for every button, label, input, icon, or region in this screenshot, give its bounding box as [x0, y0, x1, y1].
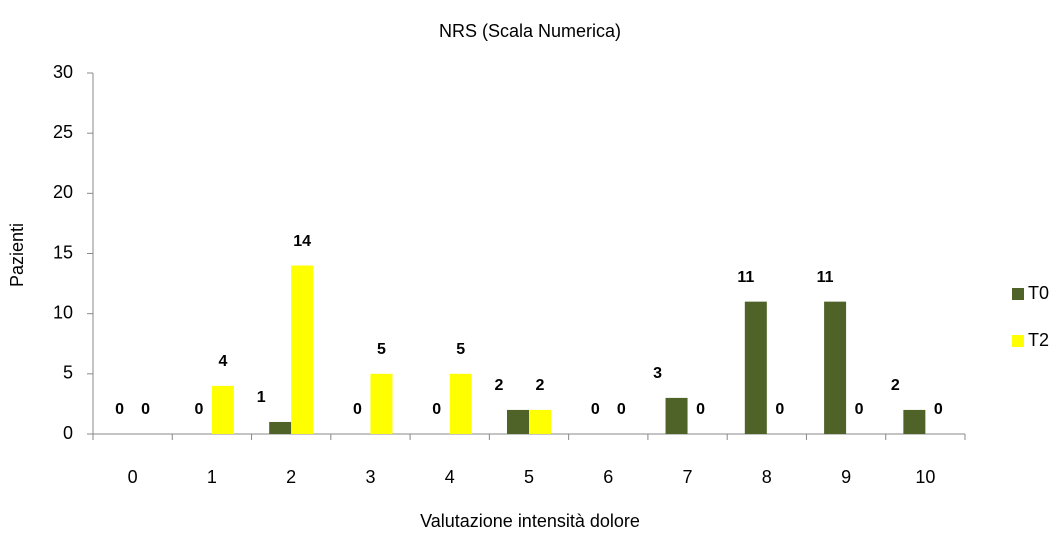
x-axis-label: Valutazione intensità dolore	[420, 511, 640, 531]
chart-title: NRS (Scala Numerica)	[439, 21, 621, 41]
data-label: 0	[617, 401, 626, 418]
data-label: 2	[891, 377, 900, 394]
x-tick-label: 9	[841, 467, 851, 487]
bar	[665, 397, 688, 434]
legend-label: T0	[1028, 283, 1049, 303]
legend-label: T2	[1028, 330, 1049, 350]
x-tick-label: 10	[915, 467, 935, 487]
y-tick-label: 5	[63, 363, 73, 383]
x-tick-label: 0	[128, 467, 138, 487]
bar	[370, 373, 393, 434]
x-tick-label: 7	[683, 467, 693, 487]
bar	[269, 421, 292, 434]
y-tick-label: 0	[63, 423, 73, 443]
x-tick-label: 1	[207, 467, 217, 487]
data-label: 0	[353, 401, 362, 418]
data-label: 5	[377, 341, 386, 358]
x-tick-label: 5	[524, 467, 534, 487]
data-label: 2	[536, 377, 545, 394]
bar	[211, 385, 234, 434]
data-label: 0	[934, 401, 943, 418]
data-label: 0	[696, 401, 705, 418]
data-label: 0	[855, 401, 864, 418]
data-label: 0	[115, 401, 124, 418]
bar	[507, 409, 529, 434]
x-tick-label: 4	[445, 467, 455, 487]
x-tick-label: 3	[365, 467, 375, 487]
bar	[291, 265, 314, 434]
data-label: 0	[775, 401, 784, 418]
data-label: 5	[456, 341, 465, 358]
y-axis-label: Pazienti	[7, 223, 27, 287]
data-label: 3	[653, 365, 662, 382]
data-label: 0	[432, 401, 441, 418]
x-tick-label: 2	[286, 467, 296, 487]
data-label: 2	[495, 377, 504, 394]
y-tick-label: 15	[53, 242, 73, 262]
data-label: 14	[293, 233, 311, 250]
data-label: 1	[257, 389, 266, 406]
x-tick-label: 8	[762, 467, 772, 487]
y-tick-label: 25	[53, 122, 73, 142]
x-tick-label: 6	[603, 467, 613, 487]
bar	[529, 409, 551, 434]
data-label: 0	[141, 401, 150, 418]
bar	[824, 301, 847, 434]
bar	[449, 373, 472, 434]
legend-swatch	[1012, 335, 1024, 347]
data-label: 4	[218, 353, 227, 370]
data-label: 0	[591, 401, 600, 418]
data-label: 11	[737, 269, 754, 286]
data-label: 0	[194, 401, 203, 418]
bar	[903, 409, 926, 434]
y-tick-label: 10	[53, 302, 73, 322]
legend-swatch	[1012, 288, 1024, 300]
y-tick-label: 20	[53, 182, 73, 202]
y-tick-label: 30	[53, 62, 73, 82]
bar	[744, 301, 767, 434]
data-label: 11	[817, 269, 834, 286]
